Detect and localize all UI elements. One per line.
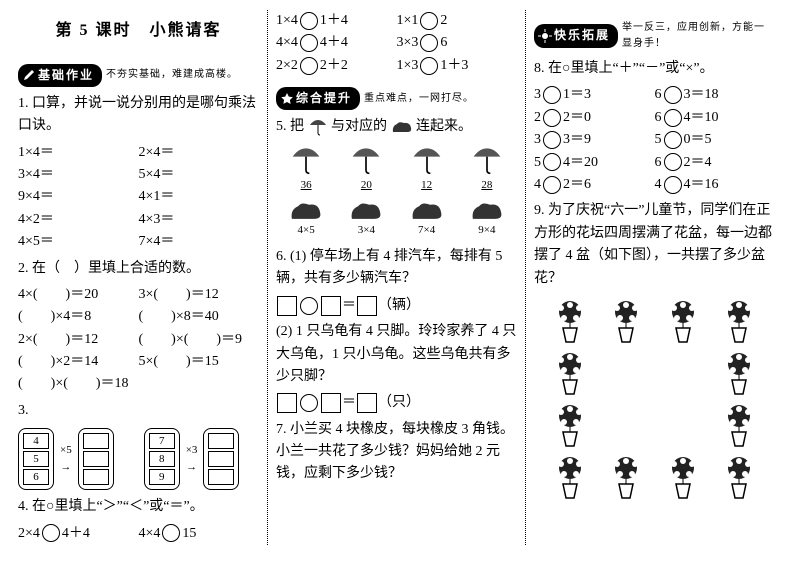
q3-maps: 4 5 6 ×5→ 7 8 9 ×3→ (18, 428, 259, 490)
rock-row: 4×5 3×4 7×4 9×4 (276, 200, 517, 240)
umbrella-icon (308, 118, 328, 136)
subtitle-ext: 举一反三，应用创新，方能一显身手！ (622, 20, 775, 52)
q3-stem: 3. (18, 400, 259, 422)
umbrella-icon (470, 145, 504, 175)
flower-pot-icon (549, 350, 591, 396)
umbrella-icon (410, 145, 444, 175)
flower-grid (545, 298, 765, 500)
rock-icon (286, 200, 326, 222)
umbrella-row: 36 20 12 28 (276, 145, 517, 195)
flower-pot-icon (549, 298, 591, 344)
q6-eq2: ＝（只） (276, 392, 517, 414)
subtitle-comp: 重点难点，一网打尽。 (364, 91, 474, 107)
q7-text: 7. 小兰买 4 块橡皮，每块橡皮 3 角钱。小兰一共花了多少钱？妈妈给她 2 … (276, 419, 517, 486)
sparkle-icon (538, 29, 552, 43)
column-mid: 1×41＋41×12 4×44＋43×36 2×22＋21×31＋3 综合提升 … (268, 10, 526, 545)
flower-pot-icon (662, 298, 704, 344)
pencil-icon (22, 68, 36, 82)
map2-op: ×3→ (186, 442, 198, 477)
section-basic: 基础作业 不夯实基础，难建成高楼。 (18, 64, 259, 87)
rock-icon (391, 120, 413, 134)
q4-stem: 4. 在○里填上“＞”“＜”或“＝”。 (18, 496, 259, 518)
section-ext: 快乐拓展 举一反三，应用创新，方能一显身手！ (534, 20, 775, 52)
flower-pot-icon (662, 454, 704, 500)
badge-ext: 快乐拓展 (534, 24, 618, 47)
flower-pot-icon (605, 298, 647, 344)
subtitle-basic: 不夯实基础，难建成高楼。 (106, 67, 238, 83)
flower-pot-icon (718, 402, 760, 448)
umbrella-icon (349, 145, 383, 175)
rock-icon (346, 200, 386, 222)
flower-pot-icon (718, 350, 760, 396)
q6-p2: (2) 1 只乌龟有 4 只脚。玲玲家养了 4 只大乌龟，1 只小乌龟。这些乌龟… (276, 321, 517, 388)
star-icon (280, 92, 294, 106)
q6-p1: 6. (1) 停车场上有 4 排汽车，每排有 5 辆，共有多少辆汽车？ (276, 246, 517, 291)
flower-pot-icon (718, 298, 760, 344)
flower-pot-icon (718, 454, 760, 500)
section-comp: 综合提升 重点难点，一网打尽。 (276, 87, 517, 110)
q5-stem: 5. 把 与对应的 连起来。 (276, 116, 517, 138)
q8-stem: 8. 在○里填上“＋”“－”或“×”。 (534, 58, 775, 80)
map2: 7 8 9 ×3→ (144, 428, 240, 490)
page-title: 第 5 课时 小熊请客 (18, 18, 259, 44)
flower-pot-icon (549, 454, 591, 500)
flower-pot-icon (605, 454, 647, 500)
blank-circle (42, 524, 60, 542)
map1: 4 5 6 ×5→ (18, 428, 114, 490)
q9-text: 9. 为了庆祝“六一”儿童节，同学们在正方形的花坛四周摆满了花盆，每一边都摆了 … (534, 200, 775, 290)
umbrella-icon (289, 145, 323, 175)
column-right: 快乐拓展 举一反三，应用创新，方能一显身手！ 8. 在○里填上“＋”“－”或“×… (526, 10, 783, 545)
q6-eq1: ＝（辆） (276, 295, 517, 317)
column-left: 第 5 课时 小熊请客 基础作业 不夯实基础，难建成高楼。 1. 口算，并说一说… (10, 10, 268, 545)
flower-pot-icon (549, 402, 591, 448)
map1-op: ×5→ (60, 442, 72, 477)
badge-basic: 基础作业 (18, 64, 102, 87)
q2-stem: 2. 在（ ）里填上合适的数。 (18, 258, 259, 280)
q1-row: 1×4＝2×4＝ (18, 142, 259, 164)
q1-stem: 1. 口算，并说一说分别用的是哪句乘法口诀。 (18, 93, 259, 138)
rock-icon (467, 200, 507, 222)
rock-icon (407, 200, 447, 222)
badge-comp: 综合提升 (276, 87, 360, 110)
q4-row: 2×44＋4 4×415 (18, 523, 259, 545)
